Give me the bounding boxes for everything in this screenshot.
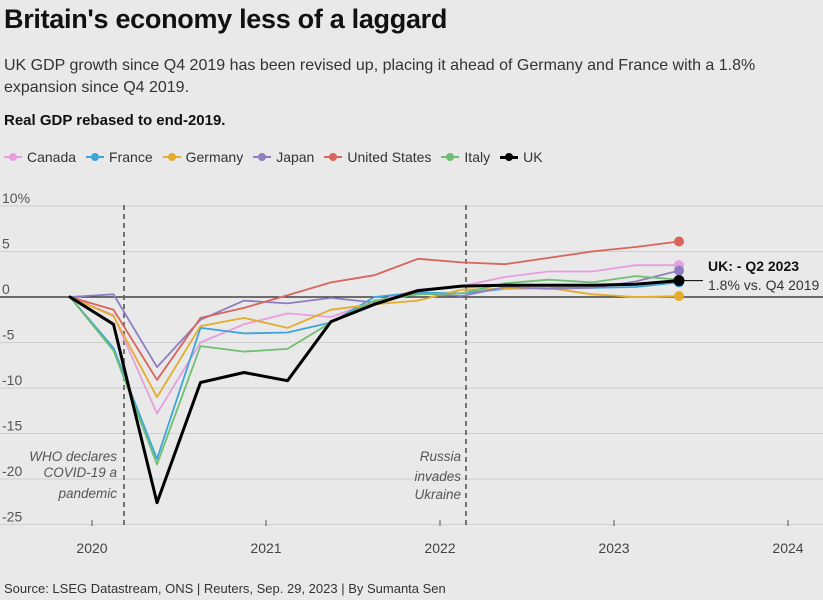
- y-tick-label: 5: [2, 236, 10, 252]
- legend-label-canada: Canada: [27, 149, 77, 165]
- legend-swatch-japan: [253, 152, 272, 162]
- uk-callout-value: 1.8% vs. Q4 2019: [708, 277, 820, 293]
- x-tick-label: 2024: [772, 540, 803, 556]
- y-tick-label: -10: [2, 372, 22, 388]
- legend-item-france: France: [86, 149, 153, 165]
- series-line-uk: [68, 279, 681, 505]
- y-tick-label: 0: [2, 281, 10, 297]
- y-tick-label: 10%: [2, 190, 30, 206]
- x-tick-label: 2021: [250, 540, 281, 556]
- y-tick-label: -25: [2, 509, 22, 525]
- end-dot-japan: [674, 265, 684, 276]
- source-note: Source: LSEG Datastream, ONS | Reuters, …: [4, 581, 446, 596]
- legend-swatch-united-states: [324, 152, 343, 162]
- legend-swatch-germany: [162, 152, 181, 162]
- covid-annotation: COVID-19 a: [43, 465, 117, 480]
- series-line-france: [69, 281, 680, 460]
- legend-item-canada: Canada: [4, 149, 76, 165]
- y-tick-label: -15: [2, 418, 22, 434]
- legend-swatch-uk: [500, 152, 519, 162]
- ukraine-annotation: invades: [414, 469, 461, 484]
- legend-label-united-states: United States: [347, 149, 432, 165]
- chart-heading: Real GDP rebased to end-2019.: [4, 112, 226, 129]
- end-dot-uk: [673, 275, 685, 287]
- covid-annotation: pandemic: [57, 486, 117, 501]
- x-tick-label: 2023: [598, 540, 629, 556]
- series-line-japan: [69, 269, 680, 369]
- end-dot-germany: [674, 291, 684, 302]
- y-tick-label: -5: [2, 327, 15, 343]
- end-dot-united-states: [674, 236, 684, 247]
- legend-swatch-france: [86, 152, 105, 162]
- legend-item-uk: UK: [500, 149, 543, 165]
- legend: Canada France Germany Japan United State…: [4, 149, 543, 165]
- legend-item-italy: Italy: [441, 149, 490, 165]
- legend-label-uk: UK: [523, 149, 543, 165]
- legend-swatch-canada: [4, 152, 22, 162]
- chart-subtitle: UK GDP growth since Q4 2019 has been rev…: [4, 57, 756, 96]
- legend-label-japan: Japan: [276, 149, 315, 165]
- series-line-italy: [69, 275, 680, 466]
- ukraine-annotation: Russia: [420, 449, 462, 464]
- x-tick-label: 2020: [76, 540, 107, 556]
- legend-label-france: France: [109, 149, 153, 165]
- uk-callout-title: UK: - Q2 2023: [708, 258, 799, 274]
- chart-title: Britain's economy less of a laggard: [4, 4, 448, 34]
- ukraine-annotation: Ukraine: [414, 487, 461, 502]
- line-chart: 10% 5 0 -5 -10 -15 -20 -25 2020 2021 2022 2023 2024 W…: [0, 190, 823, 556]
- legend-item-japan: Japan: [253, 149, 314, 165]
- legend-item-germany: Germany: [162, 149, 244, 165]
- x-tick-label: 2022: [424, 540, 455, 556]
- legend-item-united-states: United States: [324, 149, 431, 165]
- y-tick-label: -20: [2, 463, 22, 479]
- series-line-united-states: [69, 240, 680, 381]
- legend-label-germany: Germany: [185, 149, 244, 165]
- legend-swatch-italy: [441, 152, 460, 162]
- legend-label-italy: Italy: [464, 149, 491, 165]
- covid-annotation: WHO declares: [29, 449, 117, 464]
